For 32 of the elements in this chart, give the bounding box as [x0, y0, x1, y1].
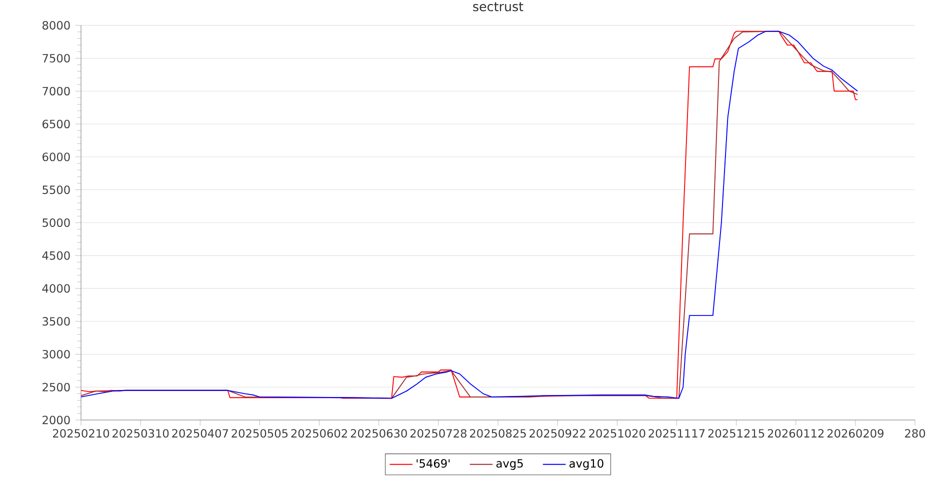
- x-tick-label: 20251117: [648, 429, 705, 438]
- x-tick-label: 20250310: [112, 429, 169, 438]
- y-tick-label: 2000: [42, 416, 70, 424]
- y-tick-label: 7000: [42, 86, 70, 96]
- y-tick-label: 2500: [42, 382, 70, 392]
- x-tick-label: 20250728: [410, 429, 466, 438]
- x-tick-label: 20250505: [232, 429, 288, 438]
- y-tick-label: 4000: [42, 284, 70, 293]
- x-tick-label: 20250922: [530, 429, 586, 438]
- x-tick-label: 20260112: [768, 429, 824, 438]
- x-tick-label: 20260209: [827, 429, 884, 438]
- y-tick-label: 3000: [42, 350, 70, 359]
- x-tick-label: 20251215: [708, 429, 764, 438]
- y-tick-label: 8000: [42, 21, 70, 30]
- x-tick-label: 20250630: [350, 429, 407, 438]
- y-tick-label: 5000: [42, 218, 70, 227]
- x-tick-label: 20250825: [470, 429, 526, 438]
- legend-label: '5469': [416, 459, 450, 468]
- y-tick-label: 3500: [42, 317, 70, 326]
- y-tick-label: 4500: [42, 251, 70, 260]
- y-tick-label: 6000: [42, 152, 70, 162]
- legend-label: avg5: [496, 459, 523, 470]
- y-tick-label: 6500: [42, 120, 70, 128]
- x-tick-label: 20250210: [52, 429, 110, 438]
- x-tick-label: 280: [905, 429, 926, 438]
- x-tick-label: 20250407: [172, 429, 228, 438]
- chart-title: sectrust: [473, 2, 524, 12]
- x-tick-label: 20251020: [589, 429, 646, 438]
- y-tick-label: 7500: [42, 54, 70, 63]
- x-tick-label: 20250602: [291, 429, 347, 438]
- legend-label: avg10: [570, 459, 604, 470]
- y-tick-label: 5500: [42, 185, 70, 194]
